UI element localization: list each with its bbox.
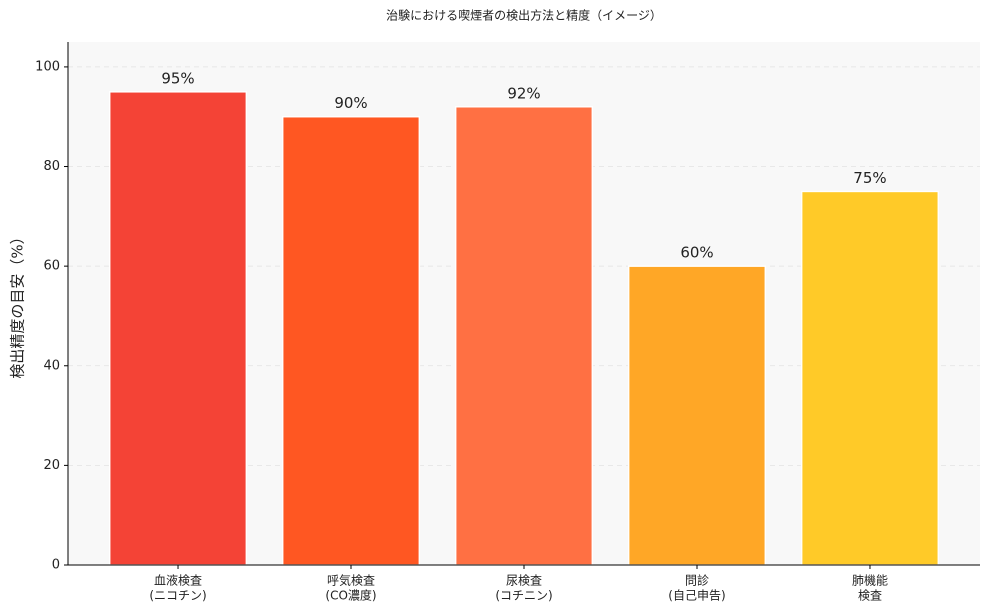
x-tick-label: (CO濃度): [325, 588, 376, 603]
y-tick-label: 40: [43, 358, 60, 373]
y-tick-label: 20: [43, 458, 60, 473]
x-tick-label: 尿検査: [506, 574, 542, 588]
value-label: 60%: [680, 244, 713, 262]
plot: 0 20 40 60 80 100 95% 血液検査(ニコチン) 90% 呼気検査(CO濃度) 92…: [35, 59, 980, 603]
x-tick-label: 問診: [685, 573, 709, 588]
x-tick-label: 呼気検査: [327, 573, 375, 588]
bar: [281, 115, 421, 566]
bar: [627, 265, 767, 566]
x-tick-label: (ニコチン): [149, 589, 206, 603]
value-label: 95%: [161, 69, 194, 87]
value-label: 92%: [507, 84, 540, 102]
y-tick-label: 100: [35, 59, 60, 74]
x-tick-label: 肺機能: [852, 573, 888, 588]
chart-title: 治験における喫煙者の検出方法と精度（イメージ）: [386, 8, 662, 23]
value-label: 75%: [853, 169, 886, 187]
y-tick-label: 80: [43, 159, 60, 174]
x-tick-label: (自己申告): [668, 589, 725, 603]
x-tick-label: (コチニン): [495, 589, 552, 603]
bar: [800, 190, 940, 566]
x-tick-label: 検査: [858, 589, 882, 603]
bar: [454, 106, 594, 566]
value-label: 90%: [334, 94, 367, 112]
x-tick-label: 血液検査: [154, 573, 202, 588]
y-tick-label: 0: [52, 558, 60, 573]
y-tick-label: 60: [43, 259, 60, 274]
bar: [108, 91, 248, 566]
y-axis-label: 検出精度の目安（%）: [9, 229, 27, 378]
